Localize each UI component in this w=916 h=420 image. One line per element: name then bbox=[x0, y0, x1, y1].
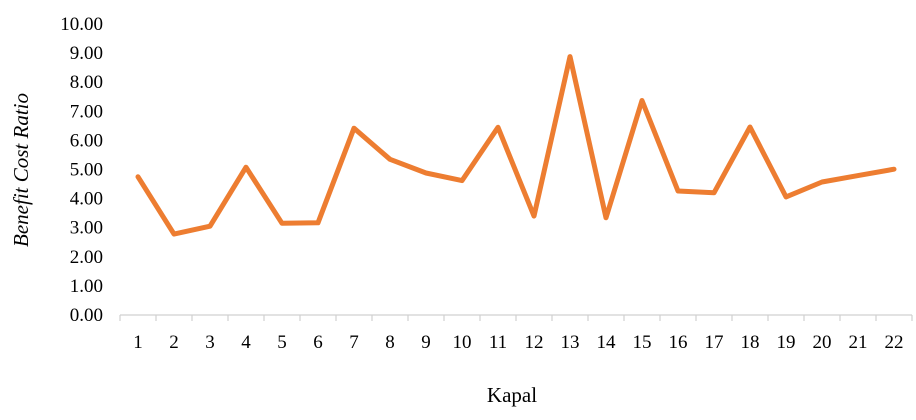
x-tick-label: 20 bbox=[813, 332, 832, 353]
y-tick-label: 7.00 bbox=[70, 101, 103, 122]
x-tick-label: 2 bbox=[169, 332, 179, 353]
x-tick-label: 5 bbox=[277, 332, 287, 353]
x-axis-title: Kapal bbox=[487, 383, 537, 407]
x-tick-label: 1 bbox=[133, 332, 143, 353]
y-tick-label: 3.00 bbox=[70, 218, 103, 239]
y-axis-title: Benefit Cost Ratio bbox=[9, 93, 33, 247]
x-tick-label: 19 bbox=[777, 332, 796, 353]
y-axis-ticks: 0.00 1.00 2.00 3.00 4.00 5.00 6.00 7.00 8.00 9.00… bbox=[60, 14, 103, 326]
y-tick-label: 2.00 bbox=[70, 247, 103, 268]
x-tick-label: 21 bbox=[849, 332, 868, 353]
x-tick-label: 14 bbox=[597, 332, 617, 353]
x-tick-label: 15 bbox=[633, 332, 652, 353]
y-tick-label: 6.00 bbox=[70, 130, 103, 151]
y-tick-label: 0.00 bbox=[70, 305, 103, 326]
x-tick-label: 16 bbox=[669, 332, 688, 353]
x-tick-label: 6 bbox=[313, 332, 323, 353]
x-tick-label: 13 bbox=[561, 332, 580, 353]
x-tick-label: 17 bbox=[705, 332, 724, 353]
y-tick-label: 10.00 bbox=[60, 14, 103, 35]
x-tick-label: 10 bbox=[453, 332, 472, 353]
series-layer bbox=[138, 56, 894, 234]
y-tick-label: 5.00 bbox=[70, 160, 103, 181]
x-tick-label: 4 bbox=[241, 332, 251, 353]
y-tick-label: 8.00 bbox=[70, 72, 103, 93]
x-tick-label: 22 bbox=[885, 332, 904, 353]
x-tick-label: 7 bbox=[349, 332, 359, 353]
x-tick-label: 9 bbox=[421, 332, 431, 353]
y-tick-label: 1.00 bbox=[70, 276, 103, 297]
y-tick-label: 4.00 bbox=[70, 189, 103, 210]
y-tick-label: 9.00 bbox=[70, 43, 103, 64]
x-tick-label: 3 bbox=[205, 332, 215, 353]
x-tick-label: 12 bbox=[525, 332, 544, 353]
x-tick-label: 8 bbox=[385, 332, 395, 353]
x-tick-label: 18 bbox=[741, 332, 760, 353]
x-tick-label: 11 bbox=[489, 332, 507, 353]
series-line bbox=[138, 57, 894, 235]
